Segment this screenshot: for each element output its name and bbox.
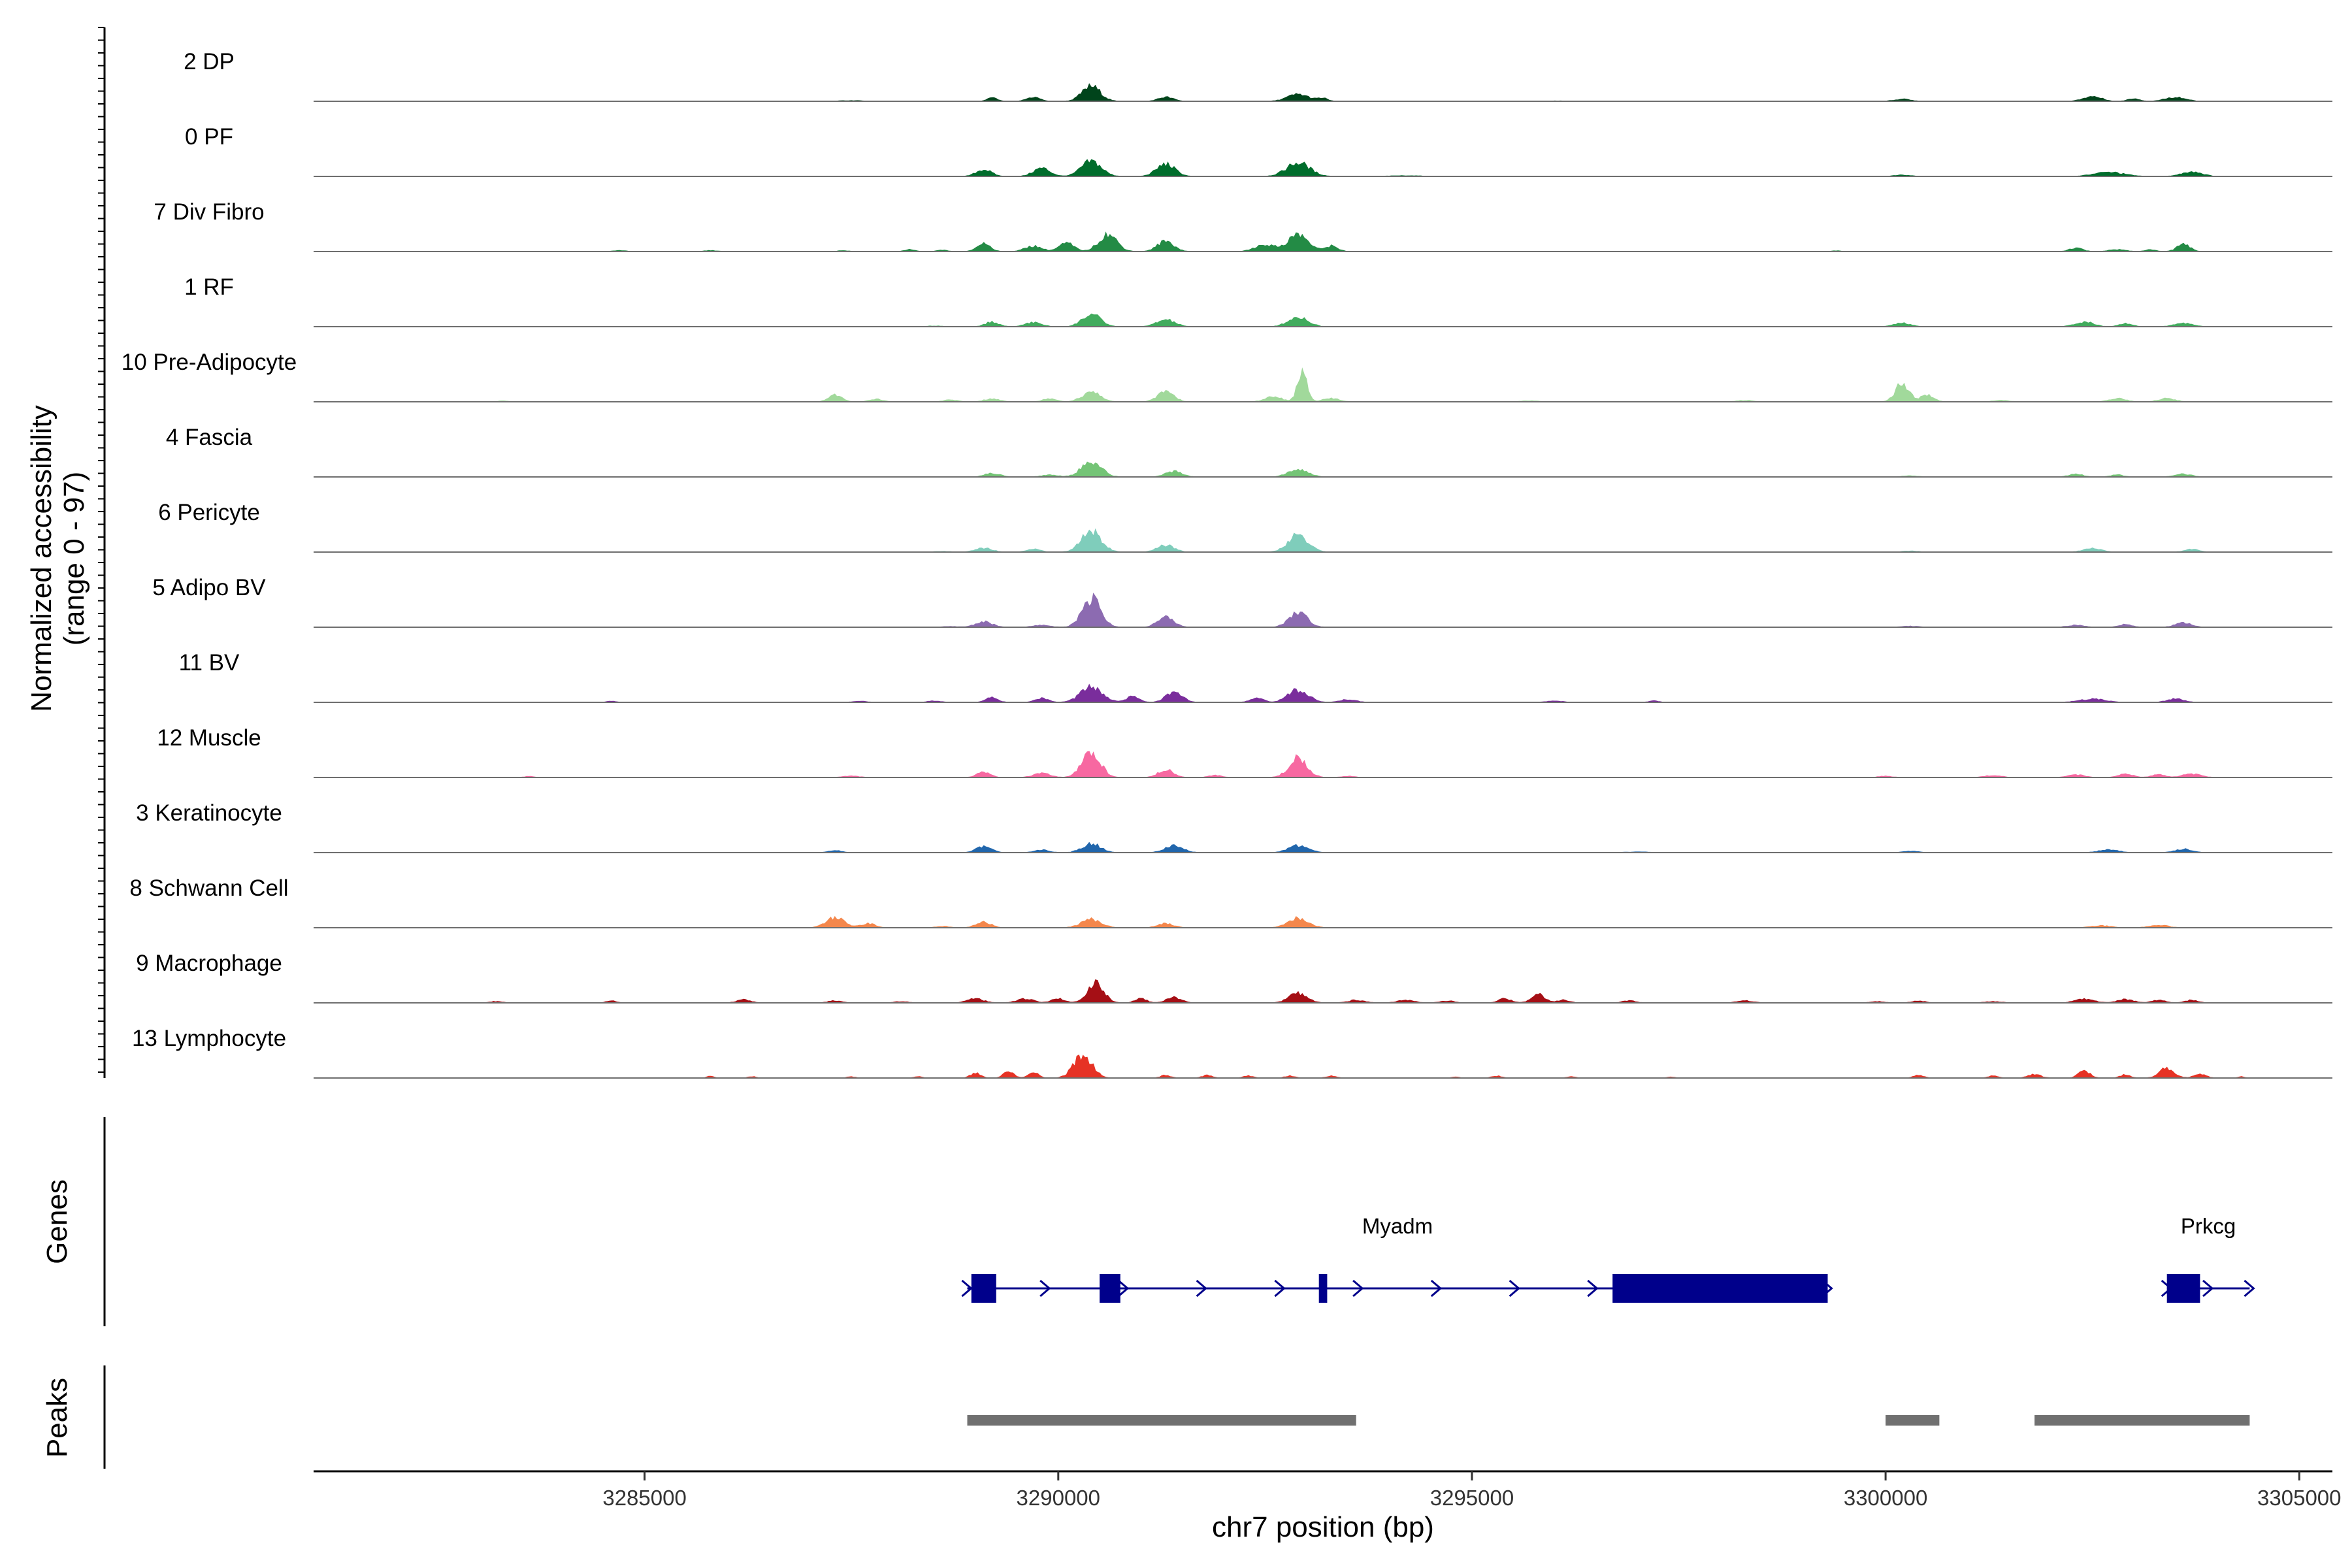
track-label: 8 Schwann Cell: [129, 875, 288, 901]
gene-exon: [971, 1274, 996, 1303]
x-tick-label: 3305000: [2257, 1486, 2341, 1510]
x-tick-label: 3295000: [1430, 1486, 1514, 1510]
coverage-area: [314, 1054, 2250, 1079]
coverage-area: [314, 751, 2250, 778]
coverage-area: [314, 159, 2250, 177]
track-10: 3 Keratinocyte: [136, 800, 2332, 853]
track-11: 8 Schwann Cell: [129, 875, 2332, 928]
gene-exon: [1318, 1274, 1328, 1303]
y-axis: [98, 27, 106, 1078]
coverage-area: [314, 841, 2250, 853]
peak-region: [2034, 1415, 2250, 1426]
coverage-area: [314, 83, 2250, 102]
strand-arrow: [1196, 1279, 1207, 1298]
strand-arrow: [1274, 1279, 1286, 1298]
x-axis-label: chr7 position (bp): [1212, 1511, 1434, 1543]
track-label: 4 Fascia: [166, 425, 253, 450]
coverage-area: [314, 314, 2250, 327]
coverage-area: [314, 367, 2250, 402]
coverage-area: [314, 231, 2250, 252]
genes-panel-label: Genes: [41, 1179, 73, 1264]
coverage-area: [314, 915, 2250, 928]
gene-exon: [1100, 1274, 1120, 1303]
peaks-content: [967, 1415, 2250, 1426]
x-ticks: 3285000 3290000 3295000 3300000 3305000: [602, 1471, 2342, 1510]
coverage-area: [314, 461, 2250, 478]
y-axis-range-label: (range 0 - 97): [58, 472, 90, 646]
track-label: 6 Pericyte: [158, 500, 260, 525]
track-label: 1 RF: [184, 274, 234, 300]
genes-panel: Genes Myadm Prkcg: [41, 1117, 2255, 1326]
track-0: 2 DP: [184, 49, 2332, 102]
peaks-panel: Peaks: [41, 1365, 2250, 1469]
track-7: 5 Adipo BV: [152, 575, 2332, 628]
strand-arrow: [1352, 1279, 1364, 1298]
track-label: 10 Pre-Adipocyte: [122, 350, 297, 375]
strand-arrow: [961, 1279, 973, 1298]
track-1: 0 PF: [185, 124, 2332, 177]
track-label: 5 Adipo BV: [152, 575, 266, 600]
strand-arrow: [2202, 1279, 2214, 1298]
x-tick-label: 3290000: [1017, 1486, 1100, 1510]
x-tick-label: 3300000: [1844, 1486, 1927, 1510]
strand-arrow: [1039, 1279, 1051, 1298]
track-label: 2 DP: [184, 49, 235, 74]
peak-region: [967, 1415, 1356, 1426]
peak-region: [1886, 1415, 1940, 1426]
gene-label: Myadm: [1362, 1214, 1433, 1238]
track-8: 11 BV: [179, 650, 2332, 703]
track-label: 0 PF: [185, 124, 233, 150]
genes-content: Myadm Prkcg: [961, 1214, 2255, 1303]
gene-exon: [2166, 1274, 2200, 1303]
track-label: 13 Lymphocyte: [132, 1026, 286, 1051]
coverage-area: [314, 979, 2250, 1004]
coverage-area: [314, 528, 2250, 553]
x-tick-label: 3285000: [602, 1486, 686, 1510]
y-axis-title: Normalized accessibility (range 0 - 97): [25, 405, 90, 711]
track-2: 7 Div Fibro: [154, 199, 2332, 252]
strand-arrow: [1430, 1279, 1443, 1298]
track-label: 11 BV: [179, 650, 240, 676]
gene-myadm: Myadm: [961, 1214, 1833, 1303]
y-axis-label: Normalized accessibility: [25, 405, 57, 711]
track-13: 13 Lymphocyte: [132, 1026, 2332, 1079]
track-6: 6 Pericyte: [158, 500, 2332, 553]
peaks-panel-label: Peaks: [41, 1378, 73, 1458]
track-4: 10 Pre-Adipocyte: [122, 350, 2332, 402]
gene-exon: [1612, 1274, 1828, 1303]
strand-arrow: [1587, 1279, 1599, 1298]
x-axis: 3285000 3290000 3295000 3300000 3305000 chr7…: [314, 1470, 2342, 1543]
gene-prkcg: Prkcg: [2161, 1214, 2255, 1303]
track-label: 9 Macrophage: [136, 951, 282, 976]
strand-arrow: [1117, 1279, 1130, 1298]
track-5: 4 Fascia: [166, 425, 2332, 478]
strand-arrow: [1509, 1279, 1520, 1298]
track-12: 9 Macrophage: [136, 951, 2332, 1004]
track-label: 3 Keratinocyte: [136, 800, 282, 826]
accessibility-tracks: 2 DP 0 PF 7 Div Fibro 1 RF 10 Pre-Adipocyte 4…: [122, 49, 2332, 1079]
strand-arrow: [2244, 1279, 2255, 1298]
track-label: 12 Muscle: [157, 725, 261, 751]
track-3: 1 RF: [184, 274, 2332, 327]
coverage-area: [314, 593, 2250, 628]
gene-label: Prkcg: [2181, 1214, 2236, 1238]
coverage-area: [314, 683, 2250, 703]
track-label: 7 Div Fibro: [154, 199, 264, 225]
track-9: 12 Muscle: [157, 725, 2332, 778]
